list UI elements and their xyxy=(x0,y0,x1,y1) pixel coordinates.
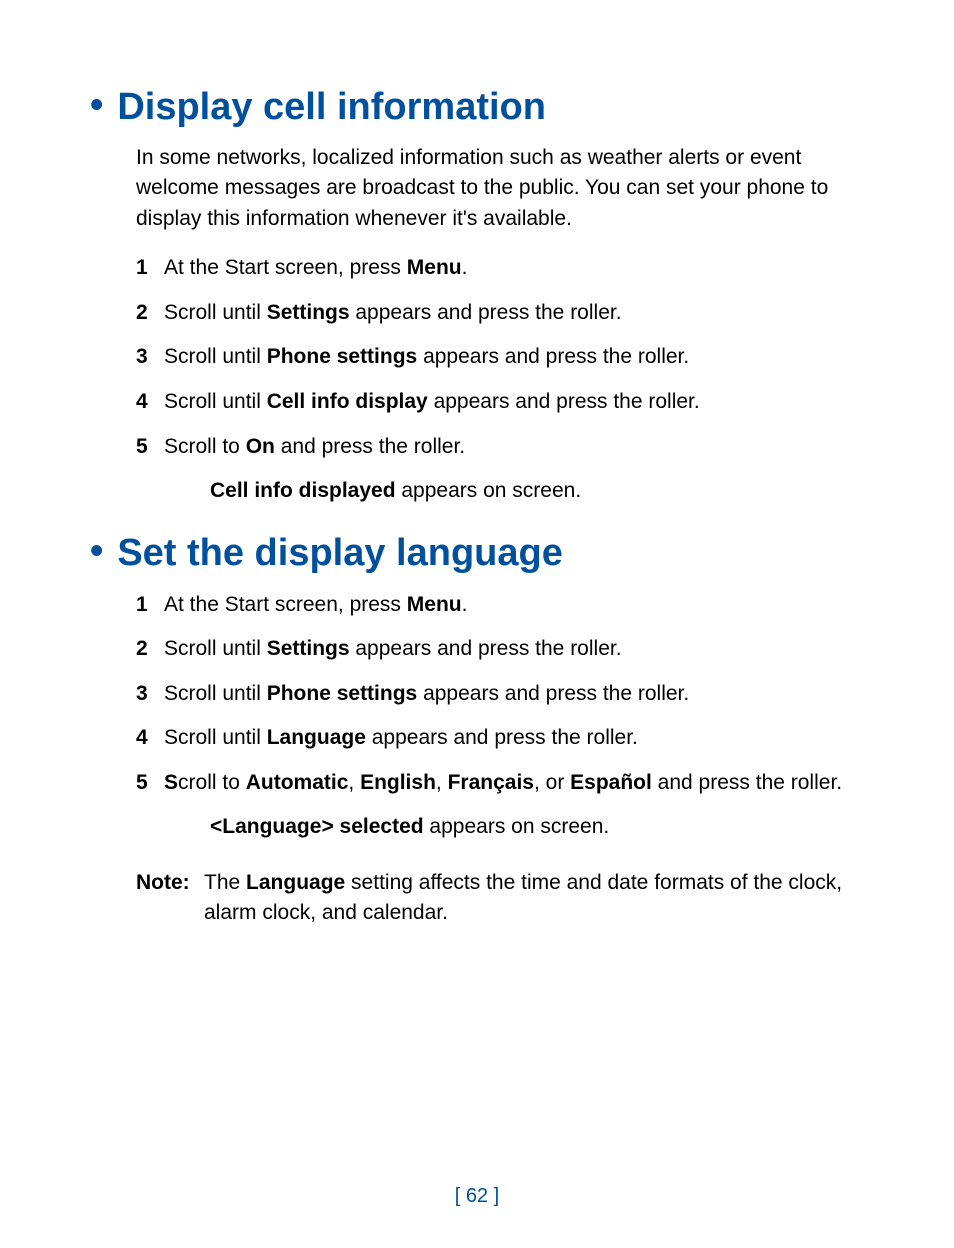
document-page: • Display cell information In some netwo… xyxy=(0,0,954,1248)
step-number: 5 xyxy=(136,767,164,800)
bullet-icon: • xyxy=(90,532,103,570)
step-text: Scroll until Settings appears and press … xyxy=(164,633,864,666)
step-text: Scroll until Phone settings appears and … xyxy=(164,678,864,711)
step-number: 2 xyxy=(136,297,164,330)
step-followup: Cell info displayed appears on screen. xyxy=(210,475,864,508)
step-text: Scroll to On and press the roller. xyxy=(164,431,864,464)
step-number: 5 xyxy=(136,431,164,464)
page-number: [ 62 ] xyxy=(0,1185,954,1208)
step: 5 Scroll to Automatic, English, Français… xyxy=(136,767,864,800)
step-text: At the Start screen, press Menu. xyxy=(164,589,864,622)
step: 2 Scroll until Settings appears and pres… xyxy=(136,297,864,330)
step: 5 Scroll to On and press the roller. xyxy=(136,431,864,464)
step-number: 3 xyxy=(136,341,164,374)
section-heading-cell-info: • Display cell information xyxy=(90,86,864,129)
step-text: At the Start screen, press Menu. xyxy=(164,252,864,285)
heading-text: Set the display language xyxy=(117,532,563,575)
step: 1 At the Start screen, press Menu. xyxy=(136,589,864,622)
step-text: Scroll until Settings appears and press … xyxy=(164,297,864,330)
section2-steps: 1 At the Start screen, press Menu. 2 Scr… xyxy=(136,589,864,844)
step-text: Scroll to Automatic, English, Français, … xyxy=(164,767,864,800)
step: 2 Scroll until Settings appears and pres… xyxy=(136,633,864,666)
section-heading-language: • Set the display language xyxy=(90,532,864,575)
step-number: 1 xyxy=(136,589,164,622)
step: 4 Scroll until Cell info display appears… xyxy=(136,386,864,419)
section1-intro: In some networks, localized information … xyxy=(136,143,864,234)
note-label: Note: xyxy=(136,868,204,898)
step-number: 3 xyxy=(136,678,164,711)
step-number: 4 xyxy=(136,722,164,755)
note-block: Note: The Language setting affects the t… xyxy=(136,868,864,929)
section1-steps: 1 At the Start screen, press Menu. 2 Scr… xyxy=(136,252,864,507)
step: 4 Scroll until Language appears and pres… xyxy=(136,722,864,755)
step-number: 4 xyxy=(136,386,164,419)
note-text: The Language setting affects the time an… xyxy=(204,868,864,929)
step-text: Scroll until Phone settings appears and … xyxy=(164,341,864,374)
step-text: Scroll until Cell info display appears a… xyxy=(164,386,864,419)
step: 3 Scroll until Phone settings appears an… xyxy=(136,341,864,374)
step: 1 At the Start screen, press Menu. xyxy=(136,252,864,285)
step-number: 2 xyxy=(136,633,164,666)
step-text: Scroll until Language appears and press … xyxy=(164,722,864,755)
heading-text: Display cell information xyxy=(117,86,546,129)
step-followup: <Language> selected appears on screen. xyxy=(210,811,864,844)
step-number: 1 xyxy=(136,252,164,285)
step: 3 Scroll until Phone settings appears an… xyxy=(136,678,864,711)
bullet-icon: • xyxy=(90,86,103,124)
